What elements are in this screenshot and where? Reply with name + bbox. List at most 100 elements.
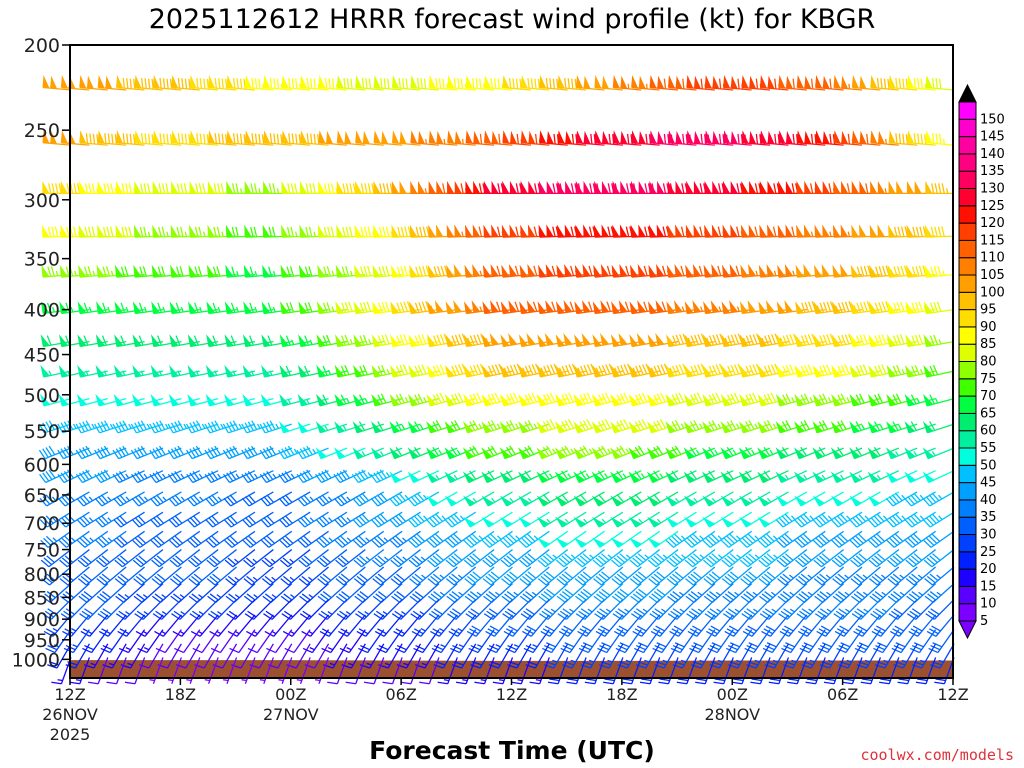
- wind-barb: [483, 75, 513, 91]
- barb-flag: [481, 421, 492, 434]
- barb-flag: [453, 264, 462, 277]
- barb-half-feather: [221, 231, 224, 237]
- wind-barb: [923, 301, 955, 315]
- wind-barb: [409, 566, 440, 586]
- wind-barb: [739, 300, 771, 315]
- barb-full-feather: [392, 496, 400, 505]
- barb-full-feather: [524, 394, 531, 405]
- barb-full-feather: [436, 334, 442, 345]
- barb-full-feather: [244, 496, 253, 505]
- barb-flag: [518, 393, 529, 406]
- barb-flag: [721, 301, 730, 314]
- barb-half-feather: [533, 423, 538, 429]
- barb-full-feather: [174, 494, 183, 503]
- barb-flag: [105, 75, 113, 89]
- barb-half-feather: [754, 554, 760, 559]
- barb-full-feather: [226, 448, 233, 458]
- barb-flag: [152, 224, 160, 238]
- barb-half-feather: [327, 496, 333, 502]
- barb-full-feather: [382, 183, 386, 194]
- barb-full-feather: [230, 302, 236, 313]
- barb-flag: [444, 471, 456, 483]
- barb-staff: [503, 370, 532, 378]
- barb-half-feather: [177, 370, 181, 376]
- barb-full-feather: [208, 496, 216, 505]
- barb-staff: [192, 470, 219, 484]
- barb-full-feather: [143, 183, 147, 194]
- barb-flag: [518, 471, 530, 483]
- barb-full-feather: [782, 365, 788, 376]
- barb-flag: [315, 421, 327, 434]
- wind-barb: [390, 566, 421, 586]
- barb-full-feather: [276, 78, 280, 89]
- barb-flag: [581, 300, 591, 313]
- barb-staff: [820, 530, 844, 548]
- barb-full-feather: [802, 513, 811, 522]
- barb-full-feather: [932, 77, 935, 89]
- barb-full-feather: [118, 470, 127, 480]
- barb-half-feather: [125, 496, 130, 502]
- barb-full-feather: [363, 266, 368, 277]
- barb-full-feather: [286, 266, 291, 277]
- wind-barb: [537, 363, 568, 378]
- barb-full-feather: [134, 517, 143, 526]
- barb-half-feather: [675, 497, 680, 503]
- barb-full-feather: [659, 419, 666, 429]
- barb-flag: [665, 393, 676, 406]
- wind-barb: [77, 334, 108, 348]
- barb-flag: [720, 393, 731, 406]
- barb-staff: [800, 491, 826, 507]
- barb-full-feather: [130, 449, 138, 459]
- barb-full-feather: [318, 517, 327, 526]
- barb-full-feather: [232, 77, 236, 89]
- barb-half-feather: [458, 591, 464, 596]
- barb-full-feather: [588, 301, 593, 312]
- barb-full-feather: [432, 535, 441, 544]
- barb-flag: [712, 180, 720, 194]
- barb-full-feather: [351, 473, 359, 483]
- barb-full-feather: [700, 78, 703, 89]
- barb-full-feather: [886, 539, 895, 548]
- barb-flag: [536, 393, 547, 406]
- wind-barb: [391, 130, 421, 146]
- barb-flag: [610, 516, 623, 528]
- wind-barb: [353, 566, 385, 586]
- barb-full-feather: [682, 133, 685, 145]
- barb-full-feather: [445, 559, 455, 568]
- barb-staff: [263, 86, 292, 91]
- barb-full-feather: [373, 472, 381, 482]
- barb-staff: [321, 470, 348, 484]
- barb-full-feather: [736, 226, 740, 237]
- barb-staff: [214, 549, 237, 568]
- barb-full-feather: [831, 539, 840, 548]
- barb-full-feather: [226, 496, 235, 505]
- barb-flag: [60, 224, 68, 238]
- barb-full-feather: [377, 335, 383, 346]
- wind-barb: [851, 180, 881, 195]
- barb-flag: [491, 224, 499, 238]
- barb-flag: [674, 264, 683, 277]
- wind-barb: [888, 75, 918, 91]
- barb-full-feather: [734, 364, 740, 375]
- barb-half-feather: [199, 306, 203, 313]
- barb-full-feather: [194, 266, 199, 277]
- barb-flag: [867, 421, 878, 434]
- wind-barb: [649, 130, 679, 146]
- barb-full-feather: [120, 302, 126, 313]
- barb-full-feather: [243, 78, 246, 90]
- wind-barb: [849, 393, 881, 407]
- barb-flag: [482, 264, 491, 278]
- barb-flag: [389, 393, 400, 406]
- wind-barb: [298, 264, 329, 278]
- barb-half-feather: [110, 270, 114, 276]
- barb-flag: [187, 334, 197, 347]
- barb-full-feather: [170, 448, 178, 458]
- barb-full-feather: [521, 537, 530, 546]
- barb-flag: [730, 180, 738, 194]
- barb-full-feather: [42, 517, 51, 526]
- wind-barb: [555, 511, 587, 528]
- barb-full-feather: [39, 473, 47, 483]
- wind-barb: [741, 130, 771, 146]
- wind-barb: [389, 530, 421, 548]
- barb-full-feather: [730, 420, 737, 430]
